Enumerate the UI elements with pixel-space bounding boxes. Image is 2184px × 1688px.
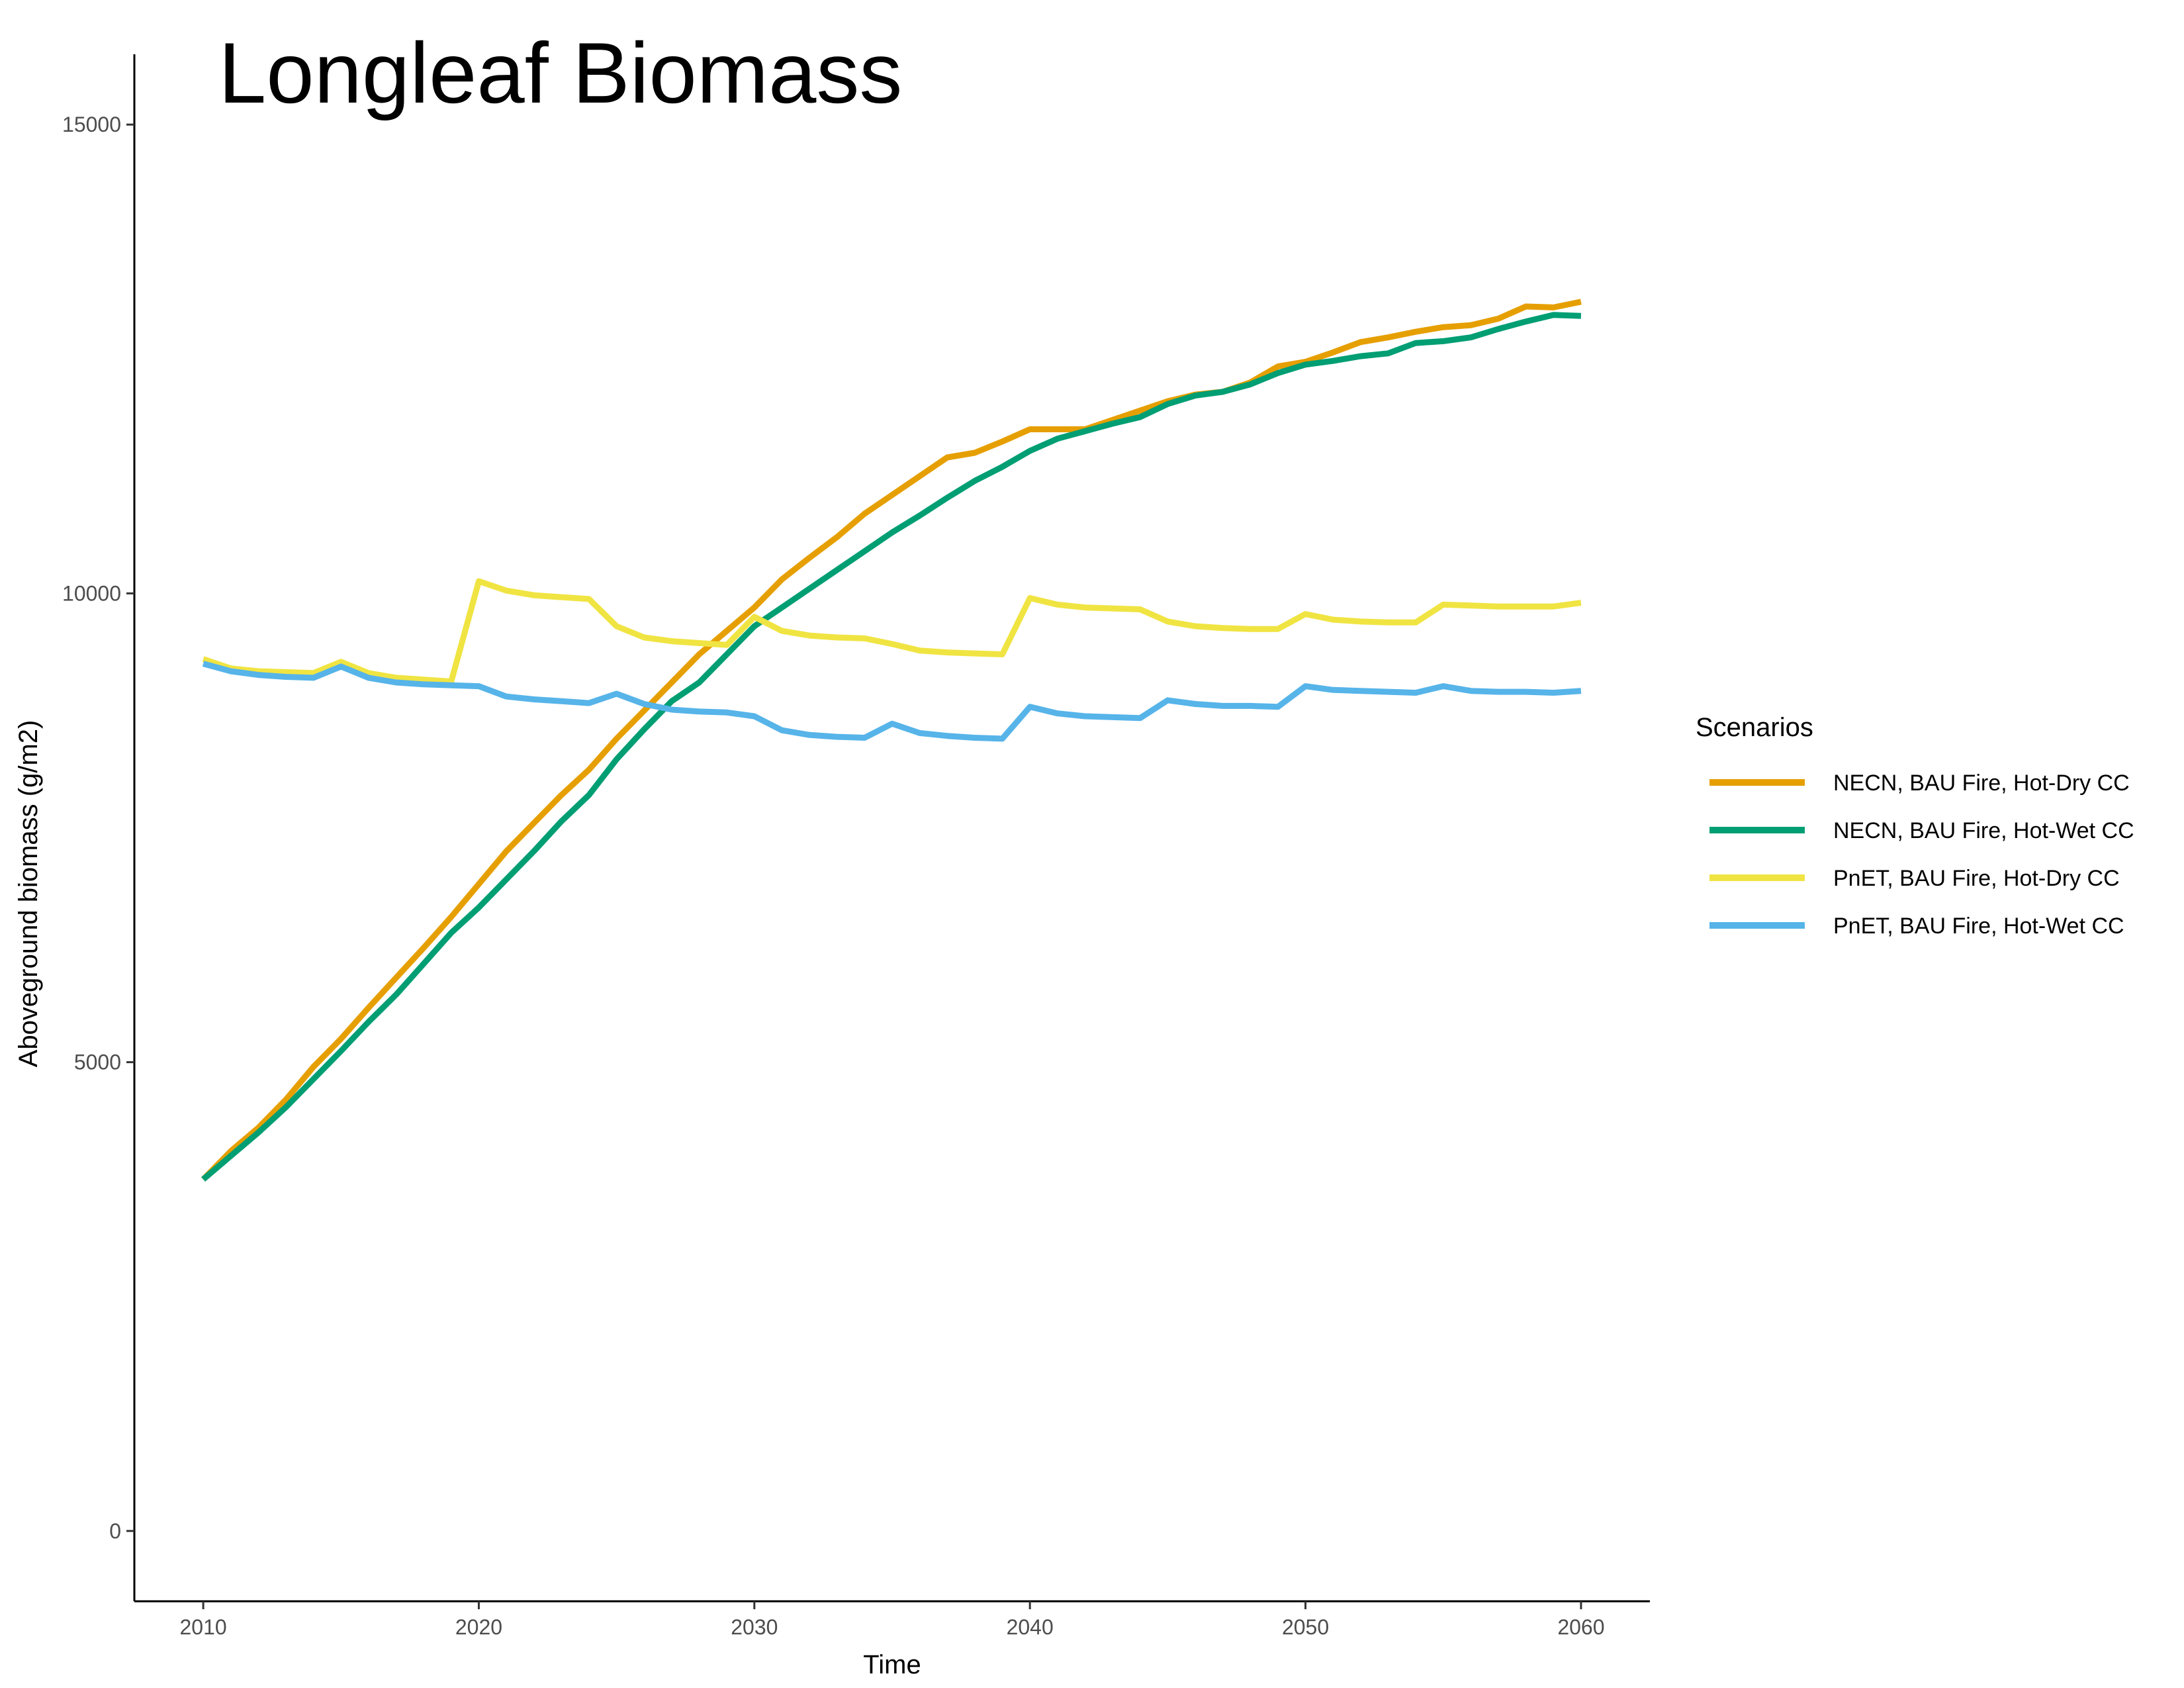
legend-label-1: NECN, BAU Fire, Hot-Dry CC xyxy=(1833,771,2130,796)
x-tick-label: 2060 xyxy=(1557,1615,1604,1639)
legend: Scenarios NECN, BAU Fire, Hot-Dry CCNECN… xyxy=(1696,713,2134,939)
series-line-4 xyxy=(202,661,1582,742)
plot-area: 0 5000 10000 15000 2010 2020 2030 2040 2050 2060 xyxy=(62,54,1650,1639)
x-tick-label: 2050 xyxy=(1282,1615,1329,1639)
legend-items: NECN, BAU Fire, Hot-Dry CC NECN, BAU Fire… xyxy=(1709,771,2134,939)
series-line-3 xyxy=(202,578,1582,684)
series-lines xyxy=(201,299,1582,1182)
y-tick-label: 10000 xyxy=(62,581,121,605)
legend-label-3: PnET, BAU Fire, Hot-Dry CC xyxy=(1833,866,2120,891)
x-axis-title: Time xyxy=(863,1650,921,1679)
x-tick-label: 2020 xyxy=(455,1615,502,1639)
y-tick-label: 5000 xyxy=(74,1051,121,1074)
legend-label-2: NECN, BAU Fire, Hot-Wet CC xyxy=(1833,818,2134,843)
x-tick-label: 2010 xyxy=(179,1615,226,1639)
x-axis-ticks: 2010 2020 2030 2040 2050 2060 xyxy=(179,1601,1605,1639)
chart-title: Longleaf Biomass xyxy=(218,24,902,121)
y-tick-label: 0 xyxy=(109,1519,121,1543)
series-line-1 xyxy=(201,299,1582,1182)
x-tick-label: 2030 xyxy=(731,1615,778,1639)
legend-label-4: PnET, BAU Fire, Hot-Wet CC xyxy=(1833,914,2124,939)
x-tick-label: 2040 xyxy=(1007,1615,1054,1639)
y-tick-label: 15000 xyxy=(62,113,121,136)
y-axis-ticks: 0 5000 10000 15000 xyxy=(62,113,134,1543)
y-axis-title: Aboveground biomass (g/m2) xyxy=(14,720,43,1068)
series-line-2 xyxy=(201,312,1582,1182)
legend-title: Scenarios xyxy=(1696,713,1813,742)
